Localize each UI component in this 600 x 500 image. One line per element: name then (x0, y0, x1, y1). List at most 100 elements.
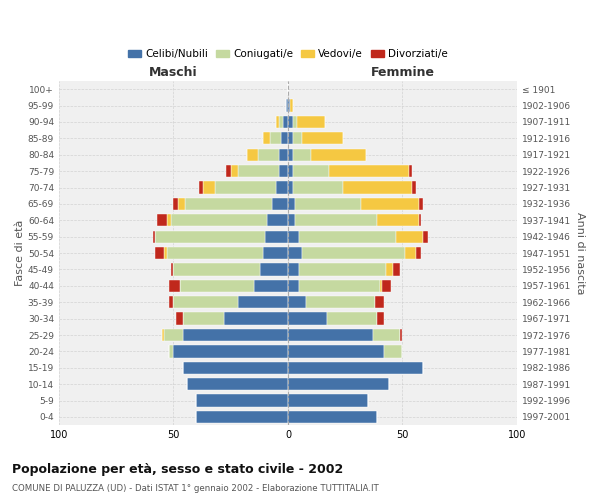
Bar (395, 230, 423, 243)
Bar (182, 312, 224, 325)
Bar (238, 296, 288, 308)
Bar (293, 132, 302, 144)
Bar (299, 230, 395, 243)
Bar (169, 280, 180, 292)
Bar (288, 230, 299, 243)
Bar (226, 165, 230, 177)
Bar (167, 247, 263, 259)
Bar (419, 198, 423, 210)
Bar (290, 100, 293, 112)
Bar (288, 214, 295, 226)
Bar (288, 394, 368, 406)
Bar (224, 312, 288, 325)
Bar (182, 362, 288, 374)
Bar (299, 280, 380, 292)
Bar (169, 345, 173, 358)
Bar (173, 264, 260, 276)
Bar (288, 148, 293, 161)
Bar (238, 165, 279, 177)
Bar (288, 362, 423, 374)
Bar (258, 148, 279, 161)
Bar (164, 247, 167, 259)
Bar (423, 230, 428, 243)
Bar (272, 198, 288, 210)
Bar (361, 198, 419, 210)
Legend: Celibi/Nubili, Coniugati/e, Vedovi/e, Divorziati/e: Celibi/Nubili, Coniugati/e, Vedovi/e, Di… (124, 45, 452, 63)
Bar (180, 280, 254, 292)
Bar (311, 148, 366, 161)
Bar (230, 165, 238, 177)
Bar (329, 165, 409, 177)
Bar (293, 116, 297, 128)
Bar (263, 132, 269, 144)
Bar (288, 247, 302, 259)
Bar (384, 345, 403, 358)
Bar (288, 280, 299, 292)
Bar (167, 214, 171, 226)
Bar (269, 132, 281, 144)
Bar (279, 165, 288, 177)
Bar (288, 132, 293, 144)
Bar (281, 132, 288, 144)
Text: Popolazione per età, sesso e stato civile - 2002: Popolazione per età, sesso e stato civil… (12, 462, 343, 475)
Bar (288, 165, 293, 177)
Bar (182, 329, 288, 341)
Bar (203, 182, 215, 194)
Bar (306, 296, 375, 308)
Bar (173, 345, 288, 358)
Bar (155, 230, 265, 243)
Bar (293, 148, 311, 161)
Bar (283, 116, 288, 128)
Bar (277, 182, 288, 194)
Bar (377, 214, 419, 226)
Bar (288, 329, 373, 341)
Bar (171, 264, 173, 276)
Bar (286, 100, 288, 112)
Bar (187, 378, 288, 390)
Bar (343, 182, 412, 194)
Bar (380, 280, 382, 292)
Bar (288, 100, 290, 112)
Bar (373, 329, 400, 341)
Bar (162, 329, 164, 341)
Bar (196, 411, 288, 423)
Bar (265, 230, 288, 243)
Text: Femmine: Femmine (370, 66, 434, 80)
Text: Maschi: Maschi (149, 66, 198, 80)
Bar (288, 378, 389, 390)
Bar (196, 394, 288, 406)
Bar (302, 247, 405, 259)
Bar (405, 247, 416, 259)
Bar (199, 182, 203, 194)
Bar (302, 132, 343, 144)
Bar (254, 280, 288, 292)
Bar (293, 165, 329, 177)
Bar (394, 264, 400, 276)
Bar (173, 198, 178, 210)
Bar (263, 247, 288, 259)
Bar (288, 116, 293, 128)
Bar (157, 214, 167, 226)
Y-axis label: Anni di nascita: Anni di nascita (575, 212, 585, 294)
Bar (288, 312, 327, 325)
Bar (288, 198, 295, 210)
Bar (173, 296, 238, 308)
Bar (295, 214, 377, 226)
Bar (169, 296, 173, 308)
Bar (400, 329, 403, 341)
Bar (288, 182, 293, 194)
Bar (288, 411, 377, 423)
Bar (185, 198, 272, 210)
Bar (277, 116, 279, 128)
Bar (327, 312, 377, 325)
Bar (293, 182, 343, 194)
Bar (247, 148, 258, 161)
Bar (288, 345, 384, 358)
Bar (297, 116, 325, 128)
Bar (164, 329, 182, 341)
Text: COMUNE DI PALUZZA (UD) - Dati ISTAT 1° gennaio 2002 - Elaborazione TUTTITALIA.IT: COMUNE DI PALUZZA (UD) - Dati ISTAT 1° g… (12, 484, 379, 493)
Bar (178, 198, 185, 210)
Bar (215, 182, 277, 194)
Bar (288, 264, 299, 276)
Bar (409, 165, 412, 177)
